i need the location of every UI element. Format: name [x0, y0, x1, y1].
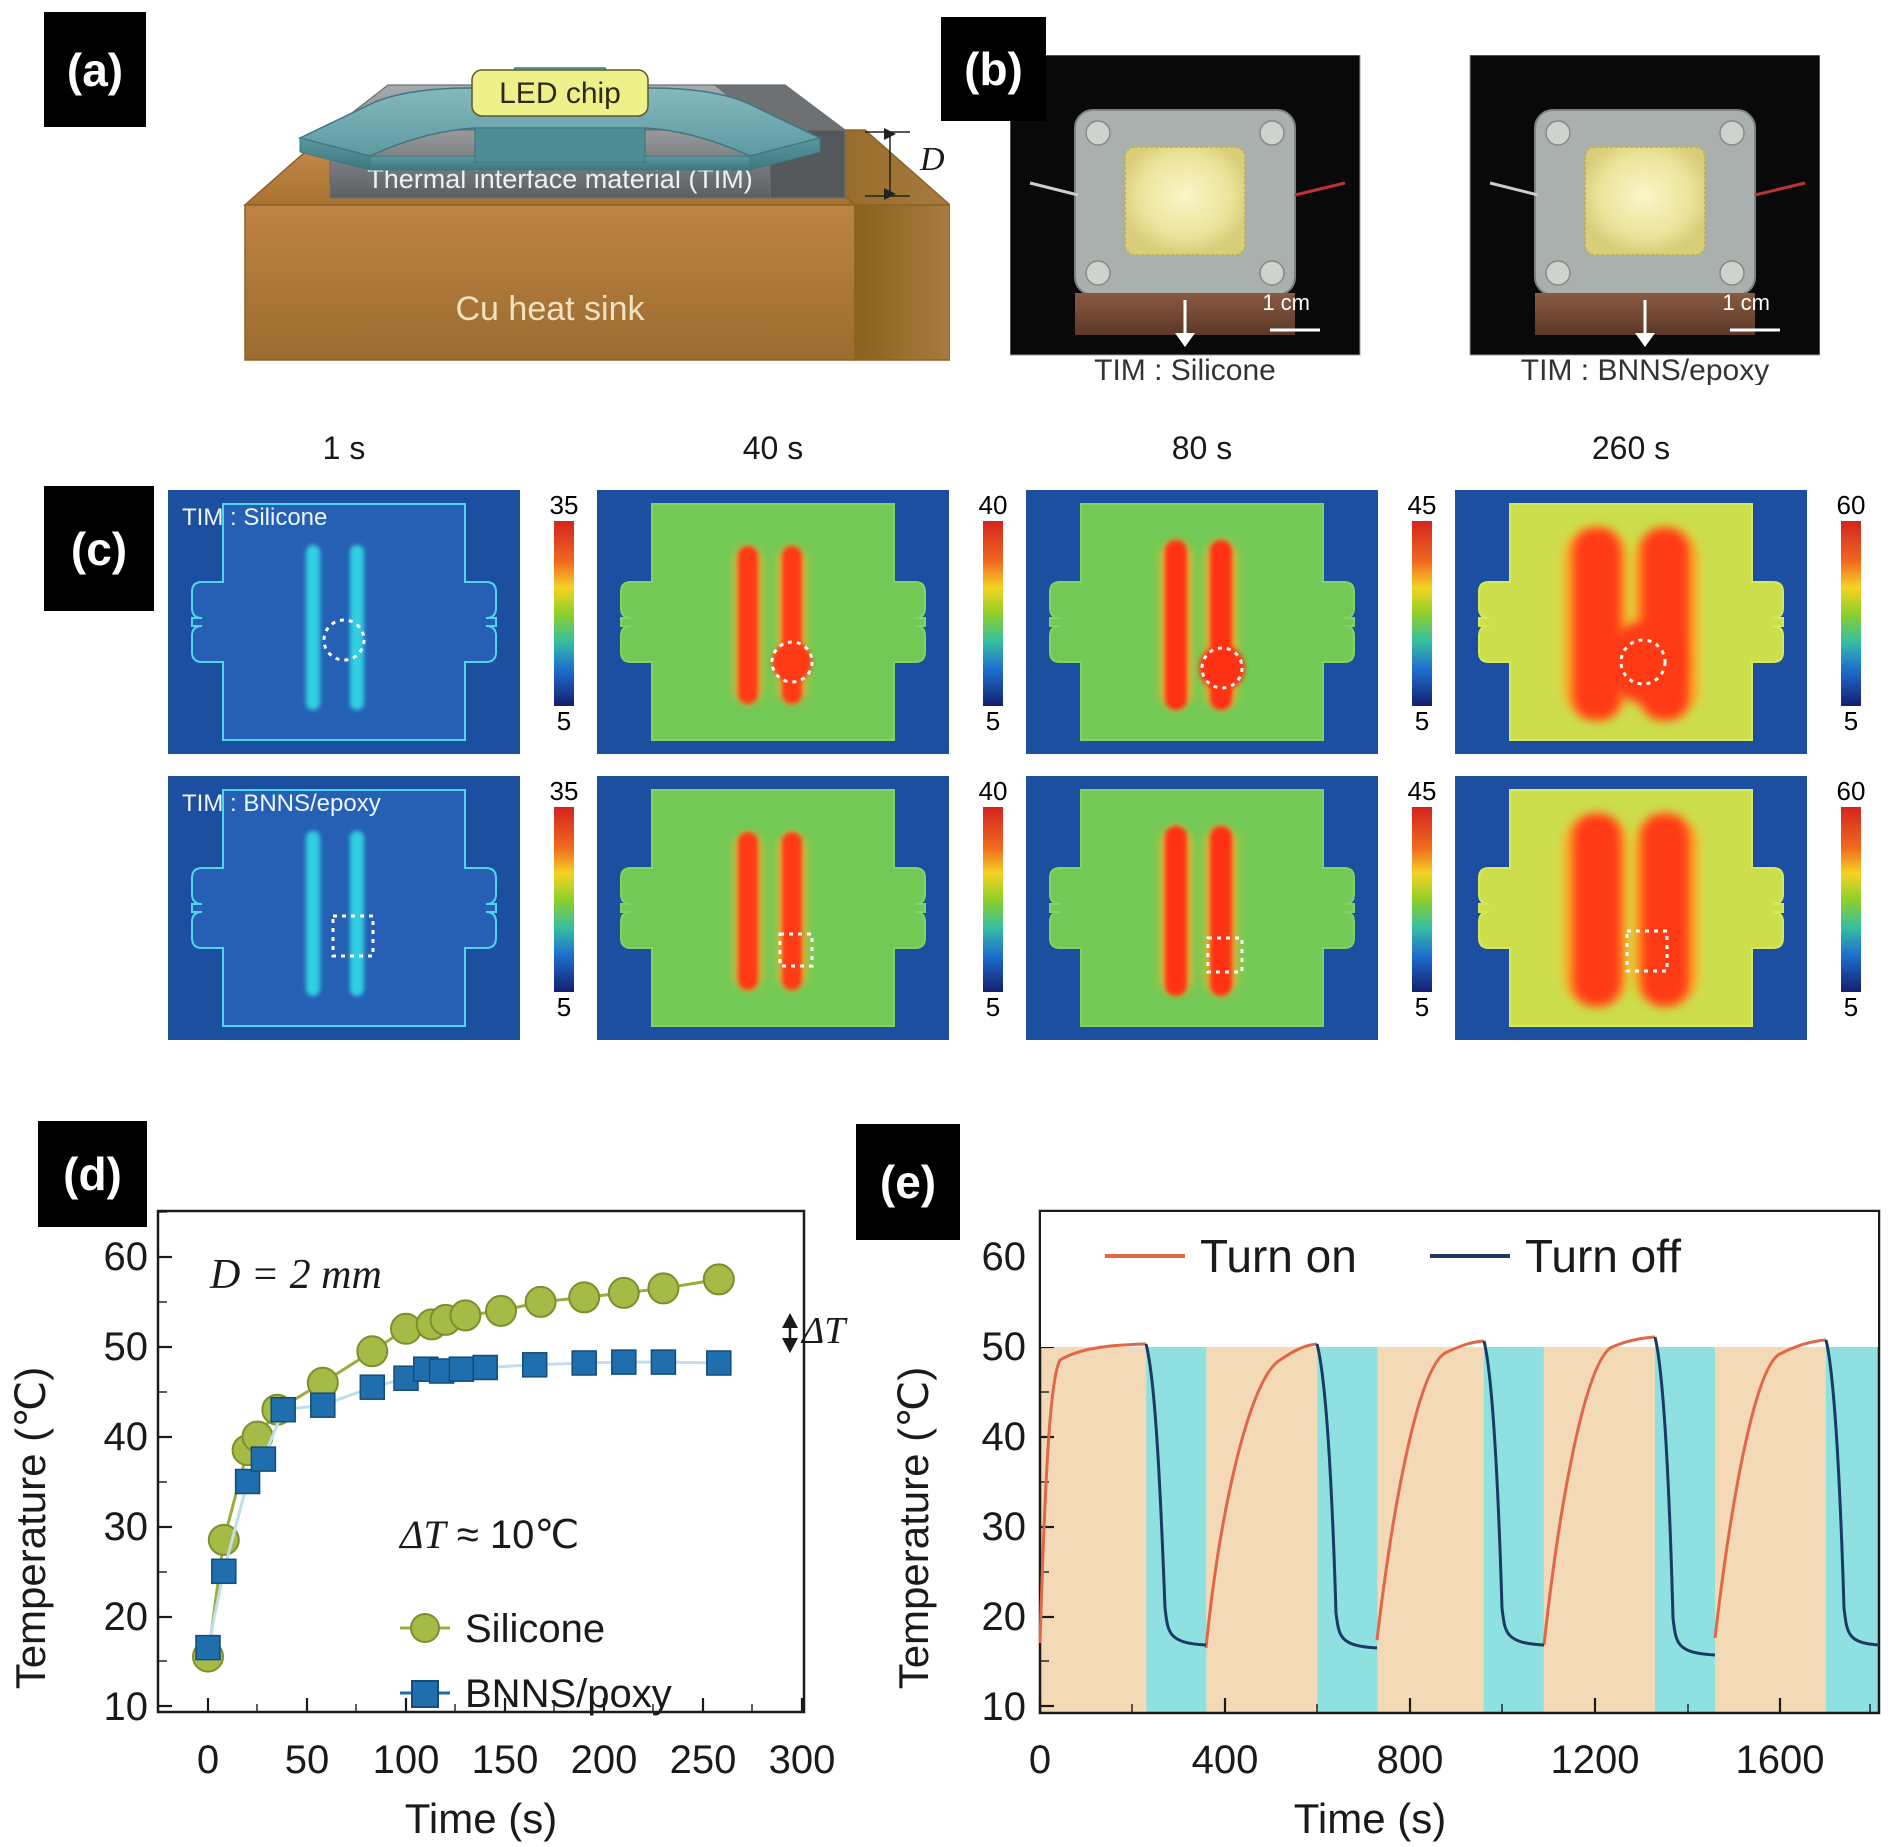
svg-text:50: 50 — [285, 1738, 330, 1782]
svg-text:100: 100 — [373, 1738, 440, 1782]
svg-text:400: 400 — [1192, 1738, 1259, 1782]
svg-text:250: 250 — [670, 1738, 737, 1782]
svg-text:20: 20 — [104, 1595, 149, 1639]
svg-text:30: 30 — [982, 1505, 1027, 1549]
svg-text:Cu heat sink: Cu heat sink — [456, 290, 646, 328]
svg-text:40: 40 — [104, 1415, 149, 1459]
svg-text:1200: 1200 — [1551, 1738, 1640, 1782]
svg-text:0: 0 — [197, 1738, 219, 1782]
svg-text:60: 60 — [104, 1235, 149, 1279]
svg-text:Time (s): Time (s) — [405, 1795, 557, 1842]
svg-text:1 cm: 1 cm — [1722, 290, 1770, 315]
svg-text:TIM : Silicone: TIM : Silicone — [1094, 354, 1276, 385]
svg-text:TIM : BNNS/epoxy: TIM : BNNS/epoxy — [1521, 354, 1769, 385]
svg-text:60: 60 — [982, 1235, 1027, 1279]
svg-text:150: 150 — [472, 1738, 539, 1782]
svg-text:Temperature (℃): Temperature (℃) — [890, 1367, 937, 1690]
svg-text:300: 300 — [769, 1738, 836, 1782]
svg-text:Time (s): Time (s) — [1294, 1795, 1446, 1842]
svg-text:ΔT: ΔT — [800, 1310, 848, 1352]
svg-text:Turn off: Turn off — [1525, 1230, 1681, 1282]
svg-text:ΔT ≈ 10℃: ΔT ≈ 10℃ — [398, 1512, 579, 1557]
svg-text:50: 50 — [982, 1325, 1027, 1369]
svg-text:1 cm: 1 cm — [1262, 290, 1310, 315]
svg-text:D: D — [919, 141, 945, 178]
svg-text:50: 50 — [104, 1325, 149, 1369]
svg-text:Silicone: Silicone — [465, 1607, 605, 1651]
svg-text:Temperature (℃): Temperature (℃) — [7, 1367, 54, 1690]
svg-text:20: 20 — [982, 1595, 1027, 1639]
svg-text:1600: 1600 — [1736, 1738, 1825, 1782]
svg-text:10: 10 — [104, 1685, 149, 1729]
svg-text:LED chip: LED chip — [499, 77, 621, 110]
svg-text:BNNS/poxy: BNNS/poxy — [465, 1672, 672, 1716]
svg-text:D = 2 mm: D = 2 mm — [209, 1252, 382, 1298]
svg-text:40: 40 — [982, 1415, 1027, 1459]
svg-text:10: 10 — [982, 1685, 1027, 1729]
svg-text:0: 0 — [1029, 1738, 1051, 1782]
svg-text:Turn on: Turn on — [1200, 1230, 1357, 1282]
svg-text:800: 800 — [1377, 1738, 1444, 1782]
svg-text:200: 200 — [571, 1738, 638, 1782]
svg-text:30: 30 — [104, 1505, 149, 1549]
